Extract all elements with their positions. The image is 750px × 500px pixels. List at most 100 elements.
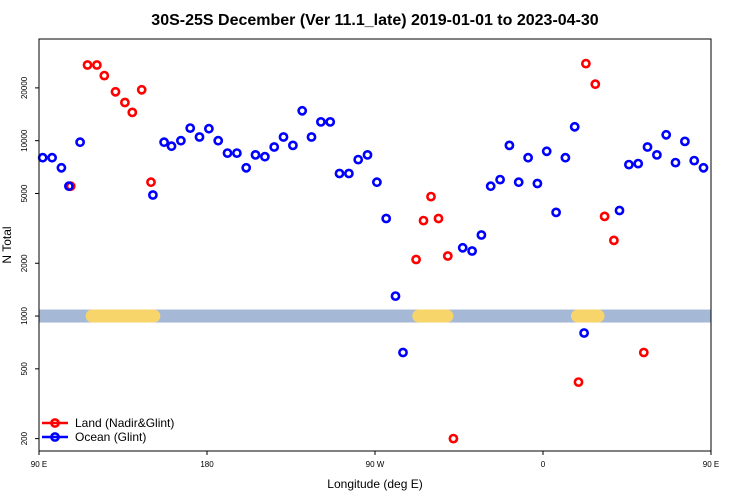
ocean-point	[166, 141, 177, 152]
x-tick-label: 90 W	[366, 460, 385, 469]
ocean-point	[523, 152, 533, 163]
ocean-point	[624, 159, 634, 170]
legend-item-ocean: Ocean (Glint)	[42, 430, 146, 444]
band-land-segment	[85, 309, 161, 323]
ocean-point	[353, 154, 364, 165]
ocean-point	[532, 178, 543, 189]
ocean-point	[159, 137, 169, 148]
ocean-point	[467, 246, 477, 256]
ocean-point	[513, 177, 524, 188]
legend-item-land: Land (Nadir&Glint)	[42, 416, 174, 430]
y-tick-label: 10000	[20, 129, 29, 152]
series-land	[65, 58, 649, 444]
ocean-point	[185, 123, 196, 134]
ocean-point	[343, 168, 354, 179]
legend-ocean-label: Ocean (Glint)	[75, 430, 146, 444]
ocean-point	[633, 158, 644, 169]
ocean-point	[670, 157, 681, 168]
ocean-point	[334, 168, 345, 179]
ocean-point	[698, 162, 709, 173]
y-tick-label: 500	[20, 362, 29, 376]
ocean-point	[652, 149, 662, 160]
land-point	[99, 70, 110, 81]
x-axis: 90 E 180 90 W 0 90 E	[31, 451, 719, 469]
legend-ocean-marker	[50, 432, 60, 442]
ocean-point	[476, 230, 487, 240]
y-tick-label: 20000	[20, 76, 29, 99]
plot-frame	[38, 38, 712, 452]
land-point	[433, 213, 444, 224]
ocean-point	[485, 181, 496, 192]
land-point	[127, 107, 138, 118]
ocean-point	[390, 291, 401, 301]
land-point	[110, 86, 121, 97]
ocean-point	[75, 137, 85, 148]
ocean-point	[297, 105, 308, 116]
land-point	[92, 60, 102, 70]
land-point	[411, 254, 421, 265]
ocean-point	[362, 149, 373, 160]
ocean-point	[315, 117, 326, 127]
ocean-point	[661, 129, 672, 140]
ocean-point	[56, 162, 67, 173]
ocean-point	[614, 205, 625, 216]
land-point	[426, 191, 436, 202]
ocean-point	[398, 347, 408, 358]
land-point	[609, 235, 619, 246]
y-tick-label: 200	[20, 431, 29, 445]
land-point	[442, 251, 453, 261]
ocean-point	[222, 148, 233, 158]
ocean-point	[457, 242, 468, 253]
ocean-point	[541, 146, 552, 157]
land-point	[448, 433, 459, 444]
legend-land-marker	[50, 418, 60, 428]
ocean-point	[175, 135, 186, 146]
y-tick-label: 2000	[20, 254, 29, 272]
x-tick-label: 0	[541, 460, 546, 469]
series-ocean	[37, 105, 709, 358]
ocean-point	[551, 207, 561, 218]
land-point	[120, 97, 130, 108]
ocean-point	[381, 213, 392, 224]
ocean-point	[287, 140, 298, 151]
ocean-point	[194, 132, 205, 142]
land-point	[136, 84, 147, 95]
ocean-point	[47, 152, 57, 163]
ocean-point	[642, 142, 653, 152]
chart-title: 30S-25S December (Ver 11.1_late) 2019-01…	[151, 12, 599, 29]
land-point	[638, 347, 649, 358]
land-point	[573, 377, 584, 387]
ocean-point	[250, 149, 261, 160]
ocean-point	[147, 190, 158, 200]
points-layer	[37, 58, 709, 444]
ocean-point	[203, 123, 214, 134]
ocean-point	[504, 140, 515, 151]
y-axis-label: N Total	[0, 226, 14, 263]
y-tick-label: 1000	[20, 307, 29, 325]
x-axis-label: Longitude (deg E)	[327, 477, 422, 491]
band-land-segment	[412, 309, 454, 323]
y-tick-label: 5000	[20, 184, 29, 202]
ocean-point	[241, 162, 252, 173]
land-point	[581, 58, 591, 69]
reference-band	[39, 309, 711, 323]
ocean-point	[689, 155, 700, 166]
ocean-point	[680, 136, 690, 147]
ocean-point	[371, 177, 382, 188]
band-land-segment	[571, 309, 605, 323]
x-tick-label: 90 E	[31, 460, 47, 469]
ocean-point	[560, 152, 571, 163]
legend-land-label: Land (Nadir&Glint)	[75, 416, 174, 430]
ocean-point	[579, 328, 589, 338]
ocean-point	[495, 174, 505, 185]
land-point	[146, 177, 156, 188]
land-point	[599, 211, 610, 222]
ocean-point	[278, 132, 289, 142]
land-point	[590, 79, 601, 90]
ocean-point	[231, 148, 242, 158]
y-axis: 200 500 1000 2000 5000 10000 20000	[20, 76, 39, 445]
legend: Land (Nadir&Glint) Ocean (Glint)	[42, 416, 174, 444]
x-tick-label: 180	[200, 460, 214, 469]
ocean-point	[213, 135, 224, 146]
